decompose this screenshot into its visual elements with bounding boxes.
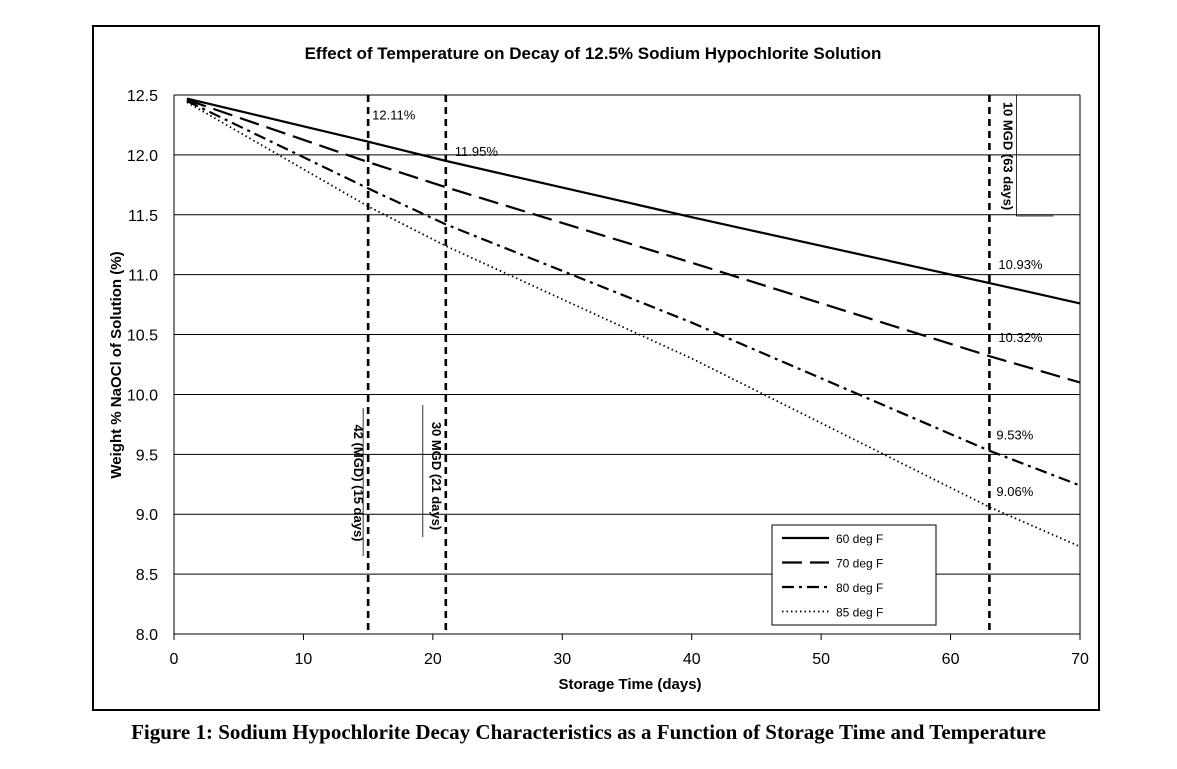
x-axis-label: Storage Time (days): [558, 676, 701, 693]
legend: 60 deg F 70 deg F 80 deg F 85 deg F: [771, 524, 937, 626]
x-tick-label: 30: [553, 651, 571, 668]
chart-frame: [92, 25, 1100, 711]
x-tick-label: 40: [683, 651, 701, 668]
chart-svg: Effect of Temperature on Decay of 12.5% …: [108, 44, 1089, 693]
legend-label: 85 deg F: [836, 606, 883, 620]
y-tick-label: 9.0: [136, 507, 158, 524]
data-label: 12.11%: [372, 108, 416, 123]
chart-title: Effect of Temperature on Decay of 12.5% …: [305, 44, 882, 63]
legend-label: 70 deg F: [836, 557, 883, 571]
x-tick-label: 20: [424, 651, 442, 668]
series-line: [186, 98, 1081, 384]
y-axis-label: Weight % NaOCl of Solution (%): [108, 251, 125, 478]
y-tick-label: 8.5: [136, 567, 158, 584]
series-line: [186, 97, 1081, 305]
x-tick-label: 0: [170, 651, 179, 668]
data-label: 11.95%: [455, 144, 499, 159]
reference-line-label: 30 MGD (21 days): [429, 422, 444, 530]
y-tick-label: 11.5: [128, 208, 158, 225]
reference-line-label: 10 MGD (63 days): [1000, 102, 1015, 210]
legend-box: [771, 524, 937, 626]
y-tick-label: 10.5: [127, 328, 158, 345]
y-tick-label: 11.0: [128, 268, 158, 285]
x-tick-label: 50: [812, 651, 830, 668]
x-tick-label: 60: [942, 651, 960, 668]
x-tick-label: 10: [295, 651, 313, 668]
series-line: [186, 101, 1081, 548]
data-label: 9.06%: [996, 484, 1033, 499]
y-tick-label: 10.0: [127, 387, 158, 404]
y-tick-label: 12.0: [127, 148, 158, 165]
x-tick-label: 70: [1071, 651, 1089, 668]
data-label: 9.53%: [996, 428, 1033, 443]
y-tick-label: 9.5: [136, 447, 158, 464]
data-label: 10.32%: [998, 330, 1043, 345]
figure-caption: Figure 1: Sodium Hypochlorite Decay Char…: [131, 720, 1046, 744]
series-line: [186, 99, 1081, 487]
legend-label: 80 deg F: [836, 581, 883, 595]
y-tick-label: 8.0: [136, 627, 158, 644]
y-tick-label: 12.5: [127, 88, 158, 105]
reference-line-label: 42 (MGD) (15 days): [351, 424, 366, 541]
legend-label: 60 deg F: [836, 532, 883, 546]
data-label: 10.93%: [998, 257, 1043, 272]
